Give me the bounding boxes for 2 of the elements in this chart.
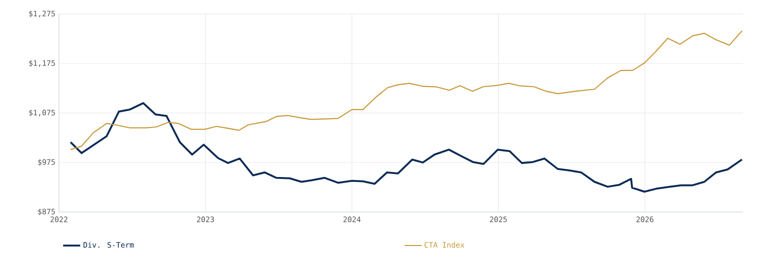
line-series bbox=[70, 30, 743, 150]
line-series bbox=[70, 102, 743, 193]
